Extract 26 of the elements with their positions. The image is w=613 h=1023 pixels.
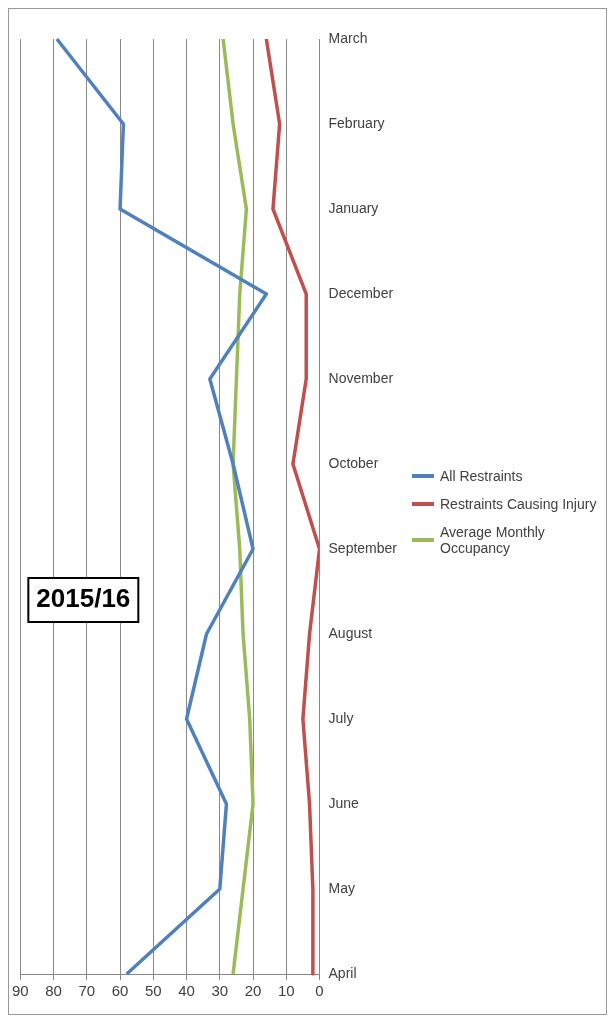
y-tick-label: February xyxy=(328,114,385,131)
x-tick-label: 20 xyxy=(244,982,262,1000)
y-tick-label: September xyxy=(328,539,398,556)
legend-label: All Restraints xyxy=(440,467,523,484)
x-tick-label: 70 xyxy=(78,982,96,1000)
y-tick-label: August xyxy=(328,624,373,641)
x-tick-label: 90 xyxy=(12,982,29,1000)
y-tick-label: December xyxy=(328,284,394,301)
y-tick-label: April xyxy=(328,964,357,981)
x-tick-label: 10 xyxy=(277,982,295,1000)
x-tick-label: 60 xyxy=(111,982,129,1000)
x-tick-label: 50 xyxy=(144,982,162,1000)
legend-label: Average Monthly Occupancy xyxy=(440,523,546,556)
y-tick-label: October xyxy=(328,454,379,471)
y-tick-label: June xyxy=(328,794,360,811)
legend-label: Restraints Causing Injury xyxy=(440,495,597,512)
y-tick-label: January xyxy=(328,199,379,216)
y-tick-label: March xyxy=(328,29,368,46)
x-tick-label: 30 xyxy=(211,982,229,1000)
x-tick-label: 0 xyxy=(315,982,324,1000)
x-tick-label: 40 xyxy=(178,982,195,1000)
y-tick-label: May xyxy=(328,879,355,896)
x-tick-label: 80 xyxy=(45,982,62,1000)
y-tick-label: July xyxy=(328,709,354,726)
text: 2015/16 xyxy=(36,583,131,614)
y-tick-label: November xyxy=(328,369,394,386)
